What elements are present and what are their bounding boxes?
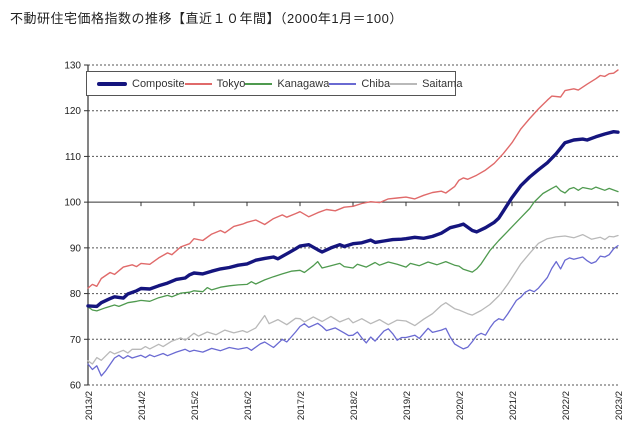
chiba-line-swatch-icon	[329, 82, 357, 85]
series-line-saitama	[87, 233, 619, 365]
series-line-chiba	[87, 244, 619, 377]
legend-item-chiba: Chiba	[329, 78, 390, 90]
legend-item-kanagawa: Kanagawa	[245, 78, 329, 90]
legend-item-tokyo: Tokyo	[184, 77, 246, 90]
x-tick-label: 2023/2	[614, 391, 625, 420]
x-tick-label: 2013/2	[84, 391, 95, 420]
x-tick-label: 2021/2	[508, 391, 519, 420]
saitama-line-swatch-icon	[390, 82, 418, 85]
x-tick-label: 2020/2	[455, 391, 466, 420]
legend-label: Tokyo	[216, 77, 246, 90]
page-title: 不動研住宅価格指数の推移【直近１０年間】（2000年1月＝100）	[10, 11, 403, 26]
legend-label: Kanagawa	[277, 77, 330, 90]
x-tick-label: 2015/2	[190, 391, 201, 420]
y-tick-label: 100	[64, 198, 81, 209]
x-tick-label: 2016/2	[243, 391, 254, 420]
y-tick-label: 110	[65, 152, 81, 163]
y-tick-label: 70	[70, 335, 82, 346]
x-tick-label: 2014/2	[137, 391, 148, 420]
y-tick-label: 90	[70, 243, 82, 254]
kanagawa-line-swatch-icon	[245, 82, 273, 85]
composite-line-swatch-icon	[97, 81, 127, 86]
y-tick-label: 60	[70, 381, 82, 392]
legend-label: Composite	[132, 77, 185, 90]
series-line-composite	[86, 129, 620, 309]
y-tick-label: 130	[64, 61, 81, 72]
x-tick-label: 2019/2	[402, 391, 413, 420]
chart-legend: Composite Tokyo Kanagawa Chiba Saitama	[86, 71, 462, 96]
legend-item-saitama: Saitama	[390, 78, 462, 90]
x-tick-label: 2018/2	[349, 391, 360, 420]
x-tick-label: 2022/2	[561, 391, 572, 420]
x-tick-label: 2017/2	[296, 391, 307, 420]
y-tick-label: 120	[64, 106, 81, 117]
legend-label: Chiba	[361, 77, 391, 90]
legend-label: Saitama	[422, 77, 463, 90]
y-tick-label: 80	[70, 289, 82, 300]
series-line-kanagawa	[87, 185, 619, 312]
legend-item-composite: Composite	[97, 78, 185, 90]
tokyo-line-swatch-icon	[184, 82, 212, 85]
series-line-tokyo	[87, 69, 619, 289]
